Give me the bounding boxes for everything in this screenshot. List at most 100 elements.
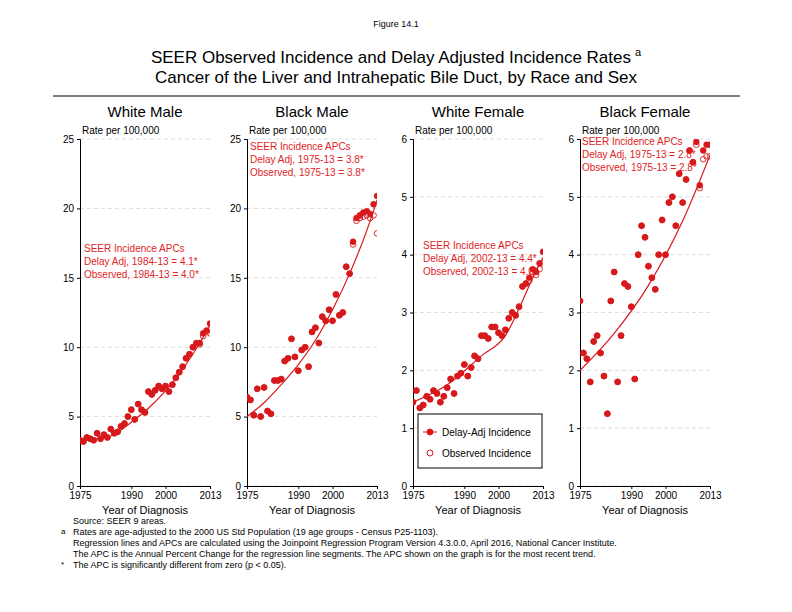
y-axis: 0510152025 xyxy=(63,134,81,492)
observed-point xyxy=(261,385,267,391)
delay-adj-point xyxy=(656,252,662,258)
observed-point xyxy=(601,373,607,379)
delay-adj-point xyxy=(707,142,710,148)
apc-annotation: Delay Adj, 1975-13 = 3.8* xyxy=(250,154,364,165)
delay-adj-point xyxy=(615,379,621,385)
grid-line xyxy=(580,196,710,197)
footnote-marker: a xyxy=(61,527,66,536)
apc-annotation: SEER Incidence APCs xyxy=(582,136,683,147)
footnote: Rates are age-adjusted to the 2000 US St… xyxy=(73,527,438,537)
x-tick-label: 2000 xyxy=(322,490,345,501)
observed-point xyxy=(347,271,353,277)
observed-point xyxy=(275,378,281,384)
observed-point xyxy=(618,333,624,339)
y-tick-label: 4 xyxy=(401,249,407,260)
x-tick: 2013 xyxy=(699,486,722,501)
observed-point xyxy=(434,391,440,397)
y-tick-mark xyxy=(410,255,413,256)
observed-point xyxy=(465,373,471,379)
delay-adj-point xyxy=(186,351,192,357)
y-axis: 0510152025 xyxy=(230,134,248,492)
observed-point xyxy=(180,364,186,370)
apc-annotation: Observed, 2002-13 = 4.0* xyxy=(423,266,538,277)
observed-point xyxy=(371,213,377,219)
y-tick-mark xyxy=(410,486,413,487)
y-tick-label: 1 xyxy=(401,423,407,434)
apc-annotation: Delay Adj, 1984-13 = 4.1* xyxy=(84,256,198,267)
y-axis-line xyxy=(577,140,581,487)
grid-line xyxy=(413,312,543,313)
observed-point xyxy=(302,344,308,350)
delay-adj-point xyxy=(444,385,450,391)
footnote: The APC is significantly different from … xyxy=(73,560,286,570)
x-tick-label: 1990 xyxy=(621,490,644,501)
x-tick-label: 1990 xyxy=(121,490,144,501)
y-axis-title: Rate per 100,000 xyxy=(82,125,160,136)
delay-adj-point xyxy=(598,350,604,356)
delay-adj-point xyxy=(632,376,638,382)
observed-point xyxy=(343,264,349,270)
observed-point xyxy=(94,430,100,436)
delay-adj-point xyxy=(347,271,353,277)
delay-adj-point xyxy=(618,333,624,339)
delay-adj-point xyxy=(652,286,658,292)
delay-adj-point xyxy=(448,376,454,382)
delay-adj-point xyxy=(604,411,610,417)
x-tick-mark xyxy=(631,486,632,489)
y-tick: 5 xyxy=(401,192,413,203)
observed-point xyxy=(639,223,645,229)
delay-adj-point xyxy=(333,291,339,297)
y-tick-mark xyxy=(244,139,247,140)
y-tick-mark xyxy=(410,313,413,314)
panel-title: Black Male xyxy=(275,103,348,120)
x-tick: 2000 xyxy=(155,486,178,501)
observed-point xyxy=(448,376,454,382)
apc-annotation: Observed, 1975-13 = 3.8* xyxy=(250,167,365,178)
observed-point xyxy=(707,154,710,160)
observed-point xyxy=(666,200,672,206)
observed-point xyxy=(197,342,203,348)
y-tick-mark xyxy=(77,486,80,487)
y-tick-label: 10 xyxy=(230,342,242,353)
delay-adj-point xyxy=(115,429,121,435)
y-tick: 3 xyxy=(401,307,413,318)
observed-point xyxy=(642,235,648,241)
x-tick-mark xyxy=(333,486,334,489)
apc-annotation: Delay Adj, 2002-13 = 4.4* xyxy=(423,253,537,264)
y-tick-label: 5 xyxy=(68,411,74,422)
title-line: SEER Observed Incidence and Delay Adjust… xyxy=(151,48,631,67)
y-tick-label: 5 xyxy=(401,192,407,203)
delay-adj-point xyxy=(316,340,322,346)
observed-point xyxy=(163,383,169,389)
x-tick-label: 1990 xyxy=(454,490,477,501)
x-tick-mark xyxy=(499,486,500,489)
x-axis: 1975199020002013 xyxy=(402,486,555,501)
y-tick-mark xyxy=(77,417,80,418)
grid-line xyxy=(580,254,710,255)
y-axis-line xyxy=(410,140,414,487)
observed-point xyxy=(584,356,590,362)
observed-point xyxy=(516,304,522,310)
observed-point xyxy=(105,435,111,441)
x-tick-mark xyxy=(377,486,378,489)
observed-point xyxy=(204,329,210,335)
y-tick-mark xyxy=(577,370,580,371)
observed-point xyxy=(625,284,631,290)
delay-adj-point xyxy=(374,193,377,199)
title: SEER Observed Incidence and Delay Adjust… xyxy=(151,46,642,67)
x-tick-mark xyxy=(131,486,132,489)
y-tick-mark xyxy=(77,347,80,348)
observed-point xyxy=(326,307,332,313)
observed-point xyxy=(652,287,658,293)
panel: White MaleRate per 100,00005101520251975… xyxy=(63,103,222,516)
x-tick-mark xyxy=(210,486,211,489)
figure-label: Figure 14.1 xyxy=(373,19,419,29)
delay-adj-point xyxy=(580,298,583,304)
grid-line xyxy=(413,370,543,371)
x-tick-label: 1975 xyxy=(69,490,92,501)
x-tick-label: 1975 xyxy=(236,490,259,501)
delay-adj-point xyxy=(169,382,175,388)
y-tick-label: 10 xyxy=(63,342,75,353)
delay-adj-point xyxy=(584,356,590,362)
observed-point xyxy=(132,417,138,423)
